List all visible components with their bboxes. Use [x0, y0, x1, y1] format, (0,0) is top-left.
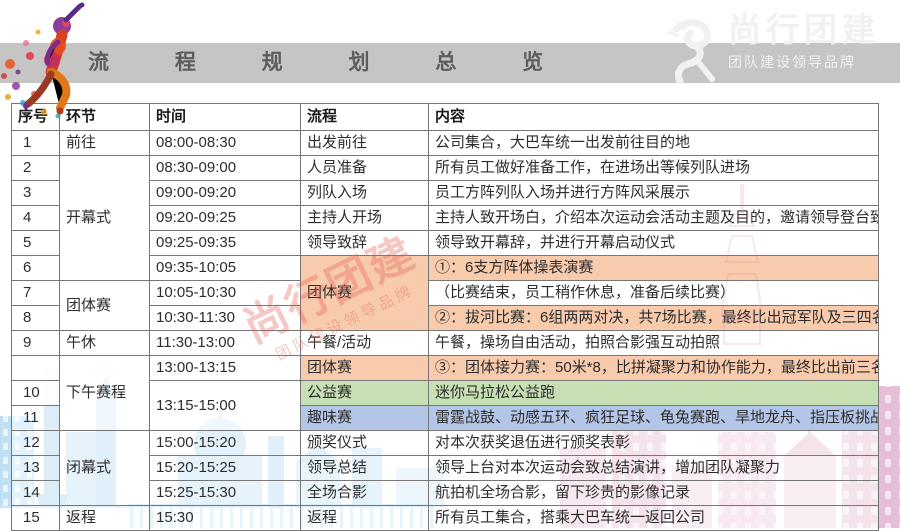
cell-no: 6	[11, 255, 60, 281]
cell-no: 10	[11, 380, 60, 406]
cell-time: 15:30	[149, 505, 301, 531]
cell-phase: 开幕式	[59, 155, 150, 281]
cell-no	[11, 355, 60, 381]
table-row: 15 返程 15:30 返程 所有员工集合，搭乘大巴车统一返回公司	[11, 505, 879, 531]
cell-time: 10:30-11:30	[149, 305, 301, 331]
cell-no: 4	[11, 205, 60, 231]
cell-phase: 团体赛	[59, 280, 150, 331]
cell-time: 08:00-08:30	[149, 130, 301, 156]
cell-phase: 午休	[59, 330, 150, 356]
table-row: 4 09:20-09:25 主持人开场 主持人致开场白，介绍本次运动会活动主题及…	[11, 205, 879, 231]
cell-content: （比赛结束，员工稍作休息，准备后续比赛）	[428, 280, 879, 306]
cell-flow: 团体赛	[300, 255, 429, 331]
cell-phase: 前往	[59, 130, 150, 156]
cell-content: 员工方阵列队入场并进行方阵风采展示	[428, 180, 879, 206]
brand-logo-text: 尚行团建 团队建设领导品牌	[728, 11, 880, 72]
cell-time: 13:00-13:15	[149, 355, 301, 381]
cell-flow: 全场合影	[300, 480, 429, 506]
cell-flow: 列队入场	[300, 180, 429, 206]
cell-no: 8	[11, 305, 60, 331]
cell-no: 15	[11, 505, 60, 531]
table-row: 14 15:25-15:30 全场合影 航拍机全场合影，留下珍贵的影像记录	[11, 480, 879, 506]
cell-phase: 返程	[59, 505, 150, 531]
cell-time: 09:00-09:20	[149, 180, 301, 206]
cell-no: 2	[11, 155, 60, 181]
cell-content: 雷霆战鼓、动感五环、疯狂足球、龟兔赛跑、旱地龙舟、指压板挑战赛、	[428, 405, 879, 431]
cell-time: 11:30-13:00	[149, 330, 301, 356]
cell-time: 15:20-15:25	[149, 455, 301, 481]
schedule-table: 序号 环节 时间 流程 内容 1 前往 08:00-08:30 出发前往 公司集…	[11, 103, 879, 531]
cell-no: 12	[11, 430, 60, 456]
cell-content: ②：拔河比赛：6组两两对决，共7场比赛，最终比出冠军队及三四名	[428, 305, 879, 331]
col-header-time: 时间	[149, 103, 301, 131]
cell-time: 13:15-15:00	[149, 380, 301, 431]
col-header-flow: 流程	[300, 103, 429, 131]
col-header-content: 内容	[428, 103, 879, 131]
cell-no: 5	[11, 230, 60, 256]
dragon-icon	[667, 19, 715, 83]
cell-flow: 趣味赛	[300, 405, 429, 431]
cell-flow: 颁奖仪式	[300, 430, 429, 456]
cell-flow: 团体赛	[300, 355, 429, 381]
brand-name: 尚行团建	[728, 11, 880, 48]
cell-no: 11	[11, 405, 60, 431]
cell-flow: 午餐/活动	[300, 330, 429, 356]
cell-flow: 人员准备	[300, 155, 429, 181]
table-row: 12 闭幕式 15:00-15:20 颁奖仪式 对本次获奖退伍进行颁奖表彰	[11, 430, 879, 506]
cell-content: 领导上台对本次运动会致总结演讲，增加团队凝聚力	[428, 455, 879, 481]
cell-flow: 返程	[300, 505, 429, 531]
cell-no: 13	[11, 455, 60, 481]
cell-time: 15:25-15:30	[149, 480, 301, 506]
table-row: 9 午休 11:30-13:00 午餐/活动 午餐，操场自由活动，拍照合影强互动…	[11, 330, 879, 356]
cell-time: 09:20-09:25	[149, 205, 301, 231]
brand-tagline: 团队建设领导品牌	[728, 53, 856, 70]
page-title: 流 程 规 划 总 览	[88, 51, 574, 74]
cell-time: 09:25-09:35	[149, 230, 301, 256]
table-row: 5 09:25-09:35 领导致辞 领导致开幕辞，并进行开幕启动仪式	[11, 230, 879, 256]
table-row: 1 前往 08:00-08:30 出发前往 公司集合，大巴车统一出发前往目的地	[11, 130, 879, 156]
cell-no: 9	[11, 330, 60, 356]
cell-content: 对本次获奖退伍进行颁奖表彰	[428, 430, 879, 456]
table-header-row: 序号 环节 时间 流程 内容	[11, 103, 879, 131]
cell-phase: 下午赛程	[59, 355, 150, 431]
cell-no: 14	[11, 480, 60, 506]
cell-content: ①：6支方阵体操表演赛	[428, 255, 879, 281]
table-row: 2 开幕式 08:30-09:00 人员准备 所有员工做好准备工作，在进场出等候…	[11, 155, 879, 281]
runner-illustration	[1, 2, 85, 119]
cell-content: 公司集合，大巴车统一出发前往目的地	[428, 130, 879, 156]
cell-no: 7	[11, 280, 60, 306]
cell-flow: 出发前往	[300, 130, 429, 156]
cell-time: 08:30-09:00	[149, 155, 301, 181]
brand-logo: 尚行团建 团队建设领导品牌	[666, 11, 880, 83]
cell-content: 航拍机全场合影，留下珍贵的影像记录	[428, 480, 879, 506]
cell-flow: 领导总结	[300, 455, 429, 481]
cell-flow: 主持人开场	[300, 205, 429, 231]
cell-content: 所有员工做好准备工作，在进场出等候列队进场	[428, 155, 879, 181]
title-bar: 流 程 规 划 总 览	[0, 43, 900, 83]
table-row: 11 趣味赛 雷霆战鼓、动感五环、疯狂足球、龟兔赛跑、旱地龙舟、指压板挑战赛、	[11, 405, 879, 431]
cell-no: 3	[11, 180, 60, 206]
cell-flow: 领导致辞	[300, 230, 429, 256]
table-row: 6 09:35-10:05 团体赛 ①：6支方阵体操表演赛	[11, 255, 879, 331]
cell-time: 15:00-15:20	[149, 430, 301, 456]
table-row: 下午赛程 13:00-13:15 团体赛 ③：团体接力赛：50米*8，比拼凝聚力…	[11, 355, 879, 431]
cell-flow: 公益赛	[300, 380, 429, 406]
cell-time: 10:05-10:30	[149, 280, 301, 306]
cell-no: 1	[11, 130, 60, 156]
cell-phase: 闭幕式	[59, 430, 150, 506]
table-row: 7 团体赛 10:05-10:30 （比赛结束，员工稍作休息，准备后续比赛）	[11, 280, 879, 331]
col-header-phase: 环节	[59, 103, 150, 131]
cell-content: 午餐，操场自由活动，拍照合影强互动拍照	[428, 330, 879, 356]
cell-time: 09:35-10:05	[149, 255, 301, 281]
cell-content: 主持人致开场白，介绍本次运动会活动主题及目的，邀请领导登台致辞	[428, 205, 879, 231]
cell-content: 领导致开幕辞，并进行开幕启动仪式	[428, 230, 879, 256]
cell-content: 所有员工集合，搭乘大巴车统一返回公司	[428, 505, 879, 531]
cell-content: 迷你马拉松公益跑	[428, 380, 879, 406]
cell-content: ③：团体接力赛：50米*8，比拼凝聚力和协作能力，最终比出前三名	[428, 355, 879, 381]
